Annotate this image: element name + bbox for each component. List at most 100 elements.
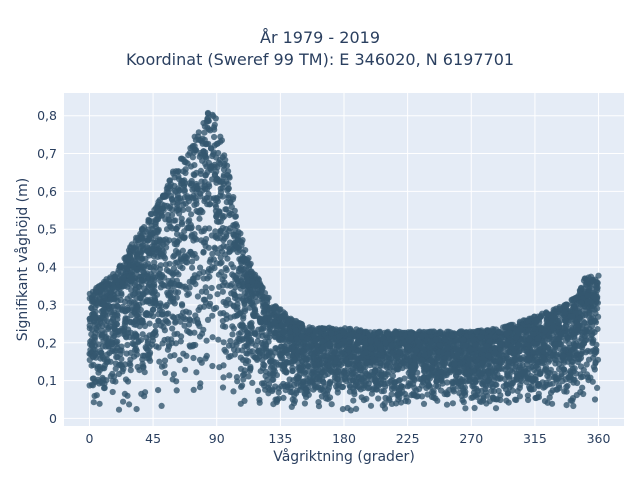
data-point <box>149 337 156 344</box>
data-point <box>273 372 280 379</box>
data-point <box>367 345 375 352</box>
data-point <box>261 338 268 345</box>
data-point <box>261 315 268 322</box>
data-point <box>162 369 169 376</box>
data-point <box>334 389 341 396</box>
data-point <box>226 372 233 379</box>
data-point <box>426 344 433 351</box>
data-point <box>121 390 128 397</box>
data-point <box>197 190 204 197</box>
data-point <box>571 355 578 362</box>
data-point <box>563 383 570 390</box>
data-point <box>156 237 164 244</box>
data-point <box>353 405 360 412</box>
data-point <box>277 352 284 359</box>
data-point <box>119 303 126 311</box>
data-point <box>170 371 177 378</box>
data-point <box>190 237 197 244</box>
data-point <box>242 264 250 271</box>
data-point <box>196 270 203 277</box>
data-point <box>377 372 384 379</box>
data-point <box>320 379 327 386</box>
data-point <box>185 218 192 225</box>
data-point <box>100 302 108 309</box>
data-point <box>593 341 600 348</box>
data-point <box>185 206 192 213</box>
data-point <box>176 236 183 243</box>
data-point <box>124 378 132 385</box>
data-point <box>245 333 252 340</box>
data-point <box>233 341 240 348</box>
data-point <box>93 392 100 399</box>
data-point <box>262 373 269 380</box>
data-point <box>236 265 243 272</box>
data-point <box>345 326 352 333</box>
data-point <box>121 255 128 262</box>
data-point <box>190 386 197 393</box>
data-point <box>480 397 487 404</box>
data-point <box>474 387 481 394</box>
data-point <box>215 336 222 343</box>
data-point <box>173 387 180 394</box>
data-point <box>127 362 134 369</box>
data-point <box>171 331 178 338</box>
data-point <box>580 318 587 325</box>
data-point <box>211 305 218 313</box>
data-point <box>315 373 323 380</box>
data-point <box>127 293 134 300</box>
data-point <box>133 406 140 413</box>
data-point <box>505 390 512 397</box>
data-point <box>346 388 353 395</box>
data-point <box>526 383 533 390</box>
data-point <box>101 384 108 392</box>
data-point <box>535 383 543 390</box>
data-point <box>286 353 293 360</box>
data-point <box>165 292 172 299</box>
data-point <box>489 394 497 401</box>
data-point <box>197 207 204 214</box>
data-point <box>196 333 204 340</box>
data-point <box>239 336 246 343</box>
data-point <box>220 242 227 250</box>
data-point <box>160 192 167 199</box>
data-point <box>115 370 123 378</box>
data-point <box>578 299 585 306</box>
data-point <box>105 324 112 331</box>
data-point <box>204 316 212 323</box>
data-point <box>217 228 224 235</box>
data-point <box>516 348 523 355</box>
data-point <box>286 376 293 383</box>
data-point <box>386 397 393 404</box>
data-point <box>297 366 304 373</box>
data-point <box>244 350 251 357</box>
data-point <box>172 340 179 347</box>
data-point <box>531 366 538 374</box>
data-point <box>544 381 551 388</box>
data-point <box>222 323 229 330</box>
data-point <box>184 195 192 202</box>
data-point <box>426 350 433 357</box>
data-point <box>233 374 240 381</box>
data-point <box>134 306 141 313</box>
data-point <box>360 397 367 404</box>
data-point <box>218 269 225 276</box>
data-point <box>193 197 200 204</box>
data-point <box>190 354 197 362</box>
data-point <box>200 303 208 310</box>
data-point <box>239 382 246 389</box>
data-point <box>132 345 140 352</box>
data-point <box>196 153 203 160</box>
data-point <box>228 290 235 297</box>
data-point <box>415 375 422 382</box>
data-point <box>146 298 153 305</box>
data-point <box>223 231 230 238</box>
data-point <box>301 400 308 407</box>
data-point <box>263 296 271 303</box>
data-point <box>207 256 214 263</box>
data-point <box>127 329 134 336</box>
data-point <box>570 402 577 410</box>
data-point <box>540 338 547 345</box>
data-point <box>381 400 388 407</box>
data-point <box>260 324 267 331</box>
data-point <box>456 329 463 336</box>
